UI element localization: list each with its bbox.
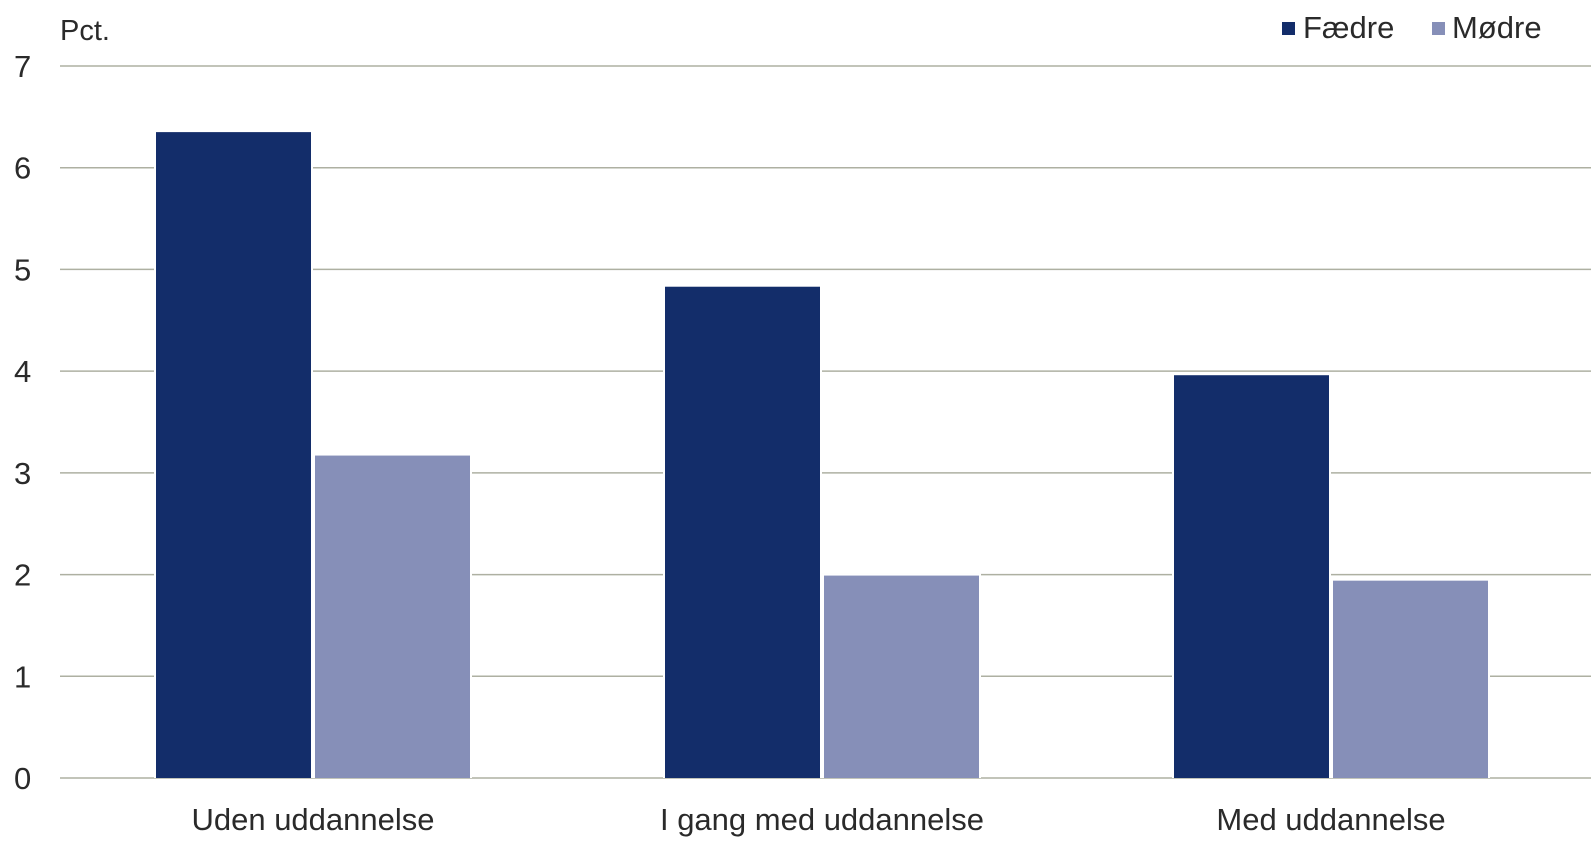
- bar-faedre: [665, 286, 820, 778]
- y-tick-label: 4: [14, 354, 31, 389]
- x-category-label: I gang med uddannelse: [660, 802, 984, 837]
- legend-label: Mødre: [1452, 10, 1542, 45]
- bar-modre: [824, 575, 979, 778]
- y-axis-ticks: 0 1 2 3 4 5 6 7: [14, 49, 31, 796]
- legend-swatch: [1432, 22, 1445, 35]
- legend: Fædre Mødre: [1282, 10, 1542, 45]
- y-tick-label: 7: [14, 49, 31, 84]
- bars: [154, 130, 1490, 779]
- bar-faedre: [1174, 375, 1329, 778]
- y-tick-label: 3: [14, 456, 31, 491]
- y-axis-unit-label: Pct.: [60, 15, 110, 47]
- y-tick-label: 6: [14, 151, 31, 186]
- bar-faedre: [156, 132, 311, 779]
- y-tick-label: 1: [14, 659, 31, 694]
- x-category-label: Uden uddannelse: [191, 802, 434, 837]
- y-tick-label: 0: [14, 761, 31, 796]
- legend-label: Fædre: [1303, 10, 1394, 45]
- legend-swatch: [1282, 22, 1295, 35]
- y-tick-label: 2: [14, 558, 31, 593]
- bar-modre: [1333, 580, 1488, 778]
- y-tick-label: 5: [14, 252, 31, 287]
- x-axis-categories: Uden uddannelse I gang med uddannelse Med …: [191, 802, 1445, 837]
- bar-modre: [315, 455, 470, 778]
- x-category-label: Med uddannelse: [1216, 802, 1445, 837]
